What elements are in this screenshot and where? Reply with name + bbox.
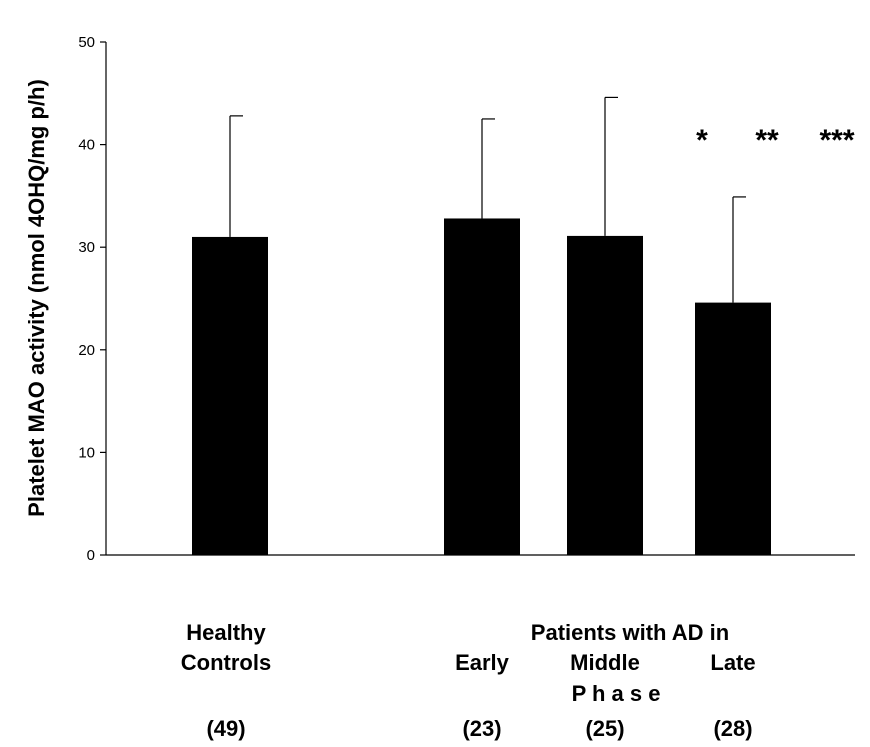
significance-marker-2: ** — [755, 124, 779, 157]
y-tick-label: 50 — [78, 34, 95, 51]
phase-category-label: Middle — [570, 650, 640, 675]
y-tick-label: 0 — [87, 547, 95, 564]
bar — [567, 235, 643, 555]
y-axis-label: Platelet MAO activity (nmol 4OHQ/mg p/h) — [24, 79, 49, 517]
phase-label: P h a s e — [572, 681, 661, 706]
significance-marker-1: * — [696, 124, 708, 157]
error-bars — [229, 96, 746, 303]
healthy-label-line2: Controls — [181, 650, 271, 675]
sample-size-label: (49) — [206, 716, 245, 741]
sample-size-label: (25) — [585, 716, 624, 741]
y-tick-label: 20 — [78, 342, 95, 359]
phase-category-label: Early — [455, 650, 510, 675]
significance-marker-3: *** — [819, 124, 854, 157]
y-tick-label: 10 — [78, 444, 95, 461]
bar — [444, 218, 520, 556]
category-labels: (49) Early (23) Middle (25) Late (28) — [206, 650, 755, 741]
bar — [695, 302, 771, 555]
healthy-label-line1: Healthy — [186, 620, 266, 645]
significance-markers: * ** *** — [696, 124, 855, 157]
y-tick-label: 40 — [78, 137, 95, 154]
phase-category-label: Late — [710, 650, 755, 675]
sample-size-label: (28) — [713, 716, 752, 741]
group-labels: Healthy Controls Patients with AD in P h… — [181, 620, 729, 706]
patients-header-label: Patients with AD in — [531, 620, 729, 645]
bars — [192, 218, 771, 556]
y-axis-label-group: Platelet MAO activity (nmol 4OHQ/mg p/h) — [24, 79, 49, 517]
sample-size-label: (23) — [462, 716, 501, 741]
y-ticks: 0 10 20 30 40 50 — [78, 34, 106, 564]
bar — [192, 236, 268, 555]
y-tick-label: 30 — [78, 239, 95, 256]
